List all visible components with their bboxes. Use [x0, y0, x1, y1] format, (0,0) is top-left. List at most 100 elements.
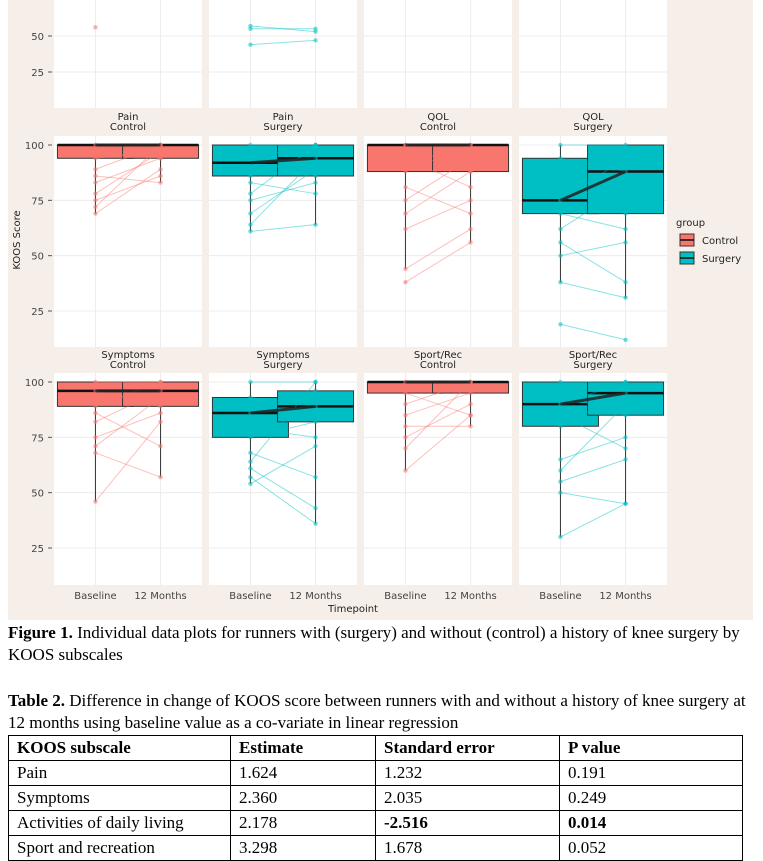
- data-point: [93, 191, 98, 196]
- subject-line: [560, 323, 626, 341]
- data-point: [93, 450, 98, 456]
- table-header-cell: Estimate: [230, 735, 376, 761]
- facet-title-line2: Control: [420, 122, 456, 133]
- median-connector: [560, 391, 626, 406]
- subject-line: [405, 199, 471, 230]
- data-point: [313, 379, 318, 385]
- subject-line: [405, 228, 471, 270]
- data-point: [248, 395, 253, 400]
- data-point: [93, 419, 98, 425]
- subject-line: [560, 157, 626, 173]
- data-point: [623, 379, 628, 385]
- subject-line: [250, 144, 316, 159]
- subject-line: [250, 151, 316, 177]
- subject-line: [250, 390, 316, 414]
- data-point: [558, 534, 563, 540]
- legend-title: group: [676, 218, 705, 229]
- facet-title-line2: Surgery: [263, 360, 302, 371]
- data-point: [403, 184, 408, 190]
- data-point: [248, 167, 253, 172]
- data-point: [248, 426, 253, 431]
- data-point: [403, 468, 408, 473]
- subject-line: [560, 503, 626, 538]
- data-point: [558, 490, 563, 495]
- table-row: Symptoms 2.360 2.035 0.249: [8, 785, 743, 811]
- table-cell: 0.052: [559, 835, 743, 861]
- data-point: [623, 457, 628, 462]
- table-title: Table 2. Difference in change of KOOS sc…: [8, 690, 753, 734]
- x-tick-label: 12 Months: [289, 591, 341, 602]
- data-point: [468, 211, 473, 216]
- table-cell: -2.516: [375, 810, 560, 836]
- data-point: [313, 443, 318, 449]
- subject-line: [95, 397, 161, 447]
- subject-line: [250, 25, 316, 33]
- data-point: [313, 435, 318, 440]
- table-title-text: Difference in change of KOOS score betwe…: [8, 691, 746, 732]
- table-title-label: Table 2.: [8, 691, 66, 710]
- table-cell: Sport and recreation: [8, 835, 231, 861]
- data-point: [313, 26, 318, 31]
- subject-line: [95, 390, 161, 423]
- subject-line: [250, 476, 316, 525]
- data-point: [403, 156, 408, 161]
- subject-line: [95, 144, 161, 170]
- subject-line: [405, 157, 471, 201]
- subject-line: [95, 157, 161, 184]
- subject-line: [560, 381, 626, 405]
- subject-line: [560, 241, 626, 257]
- data-point: [623, 184, 628, 190]
- facet-title-line2: Control: [110, 360, 146, 371]
- subject-line: [250, 224, 316, 232]
- data-point: [313, 180, 318, 185]
- data-point: [158, 149, 163, 154]
- subject-line: [95, 421, 161, 502]
- data-point: [403, 169, 408, 174]
- subject-line: [250, 421, 316, 438]
- y-tick-label: 100: [25, 378, 44, 389]
- legend-label: Control: [702, 236, 738, 247]
- box: [56, 381, 134, 407]
- data-point: [558, 379, 563, 385]
- table-cell: 1.678: [375, 835, 560, 861]
- table-cell: Symptoms: [8, 785, 231, 811]
- data-point: [93, 404, 98, 409]
- data-point: [468, 390, 473, 396]
- data-point: [93, 443, 98, 449]
- table-row: Pain 1.624 1.232 0.191: [8, 760, 743, 786]
- data-point: [93, 499, 98, 504]
- facet-title-line2: Surgery: [573, 360, 612, 371]
- y-tick-label: 100: [25, 141, 44, 152]
- subject-line: [405, 186, 471, 215]
- subject-line: [405, 392, 471, 416]
- table-cell: 2.035: [375, 785, 560, 811]
- data-point: [93, 156, 98, 161]
- subject-line: [405, 392, 471, 416]
- data-point: [248, 149, 253, 154]
- subject-line: [560, 186, 626, 230]
- data-point: [623, 413, 628, 418]
- data-point: [468, 169, 473, 174]
- koos-figure: 2550255075100255075100PainControlPainSur…: [8, 0, 753, 620]
- x-tick-label: 12 Months: [599, 591, 651, 602]
- data-point: [248, 474, 253, 480]
- data-point: [248, 481, 253, 487]
- y-tick-label: 75: [31, 196, 44, 207]
- data-point: [623, 501, 628, 506]
- data-point: [558, 468, 563, 473]
- x-tick-label: 12 Months: [134, 591, 186, 602]
- data-point: [558, 457, 563, 462]
- subject-line: [405, 381, 471, 449]
- data-point: [403, 226, 408, 232]
- subject-line: [560, 436, 626, 460]
- subject-line: [560, 171, 626, 215]
- table-row: Sport and recreation 3.298 1.678 0.052: [8, 835, 743, 861]
- x-tick-label: Baseline: [229, 591, 271, 602]
- subject-line: [405, 414, 471, 471]
- table-header-row: KOOS subscale Estimate Standard error P …: [8, 735, 743, 761]
- subject-line: [560, 241, 626, 283]
- data-point: [558, 424, 563, 429]
- subject-line: [560, 281, 626, 299]
- data-point: [558, 211, 563, 216]
- subject-line: [250, 381, 316, 462]
